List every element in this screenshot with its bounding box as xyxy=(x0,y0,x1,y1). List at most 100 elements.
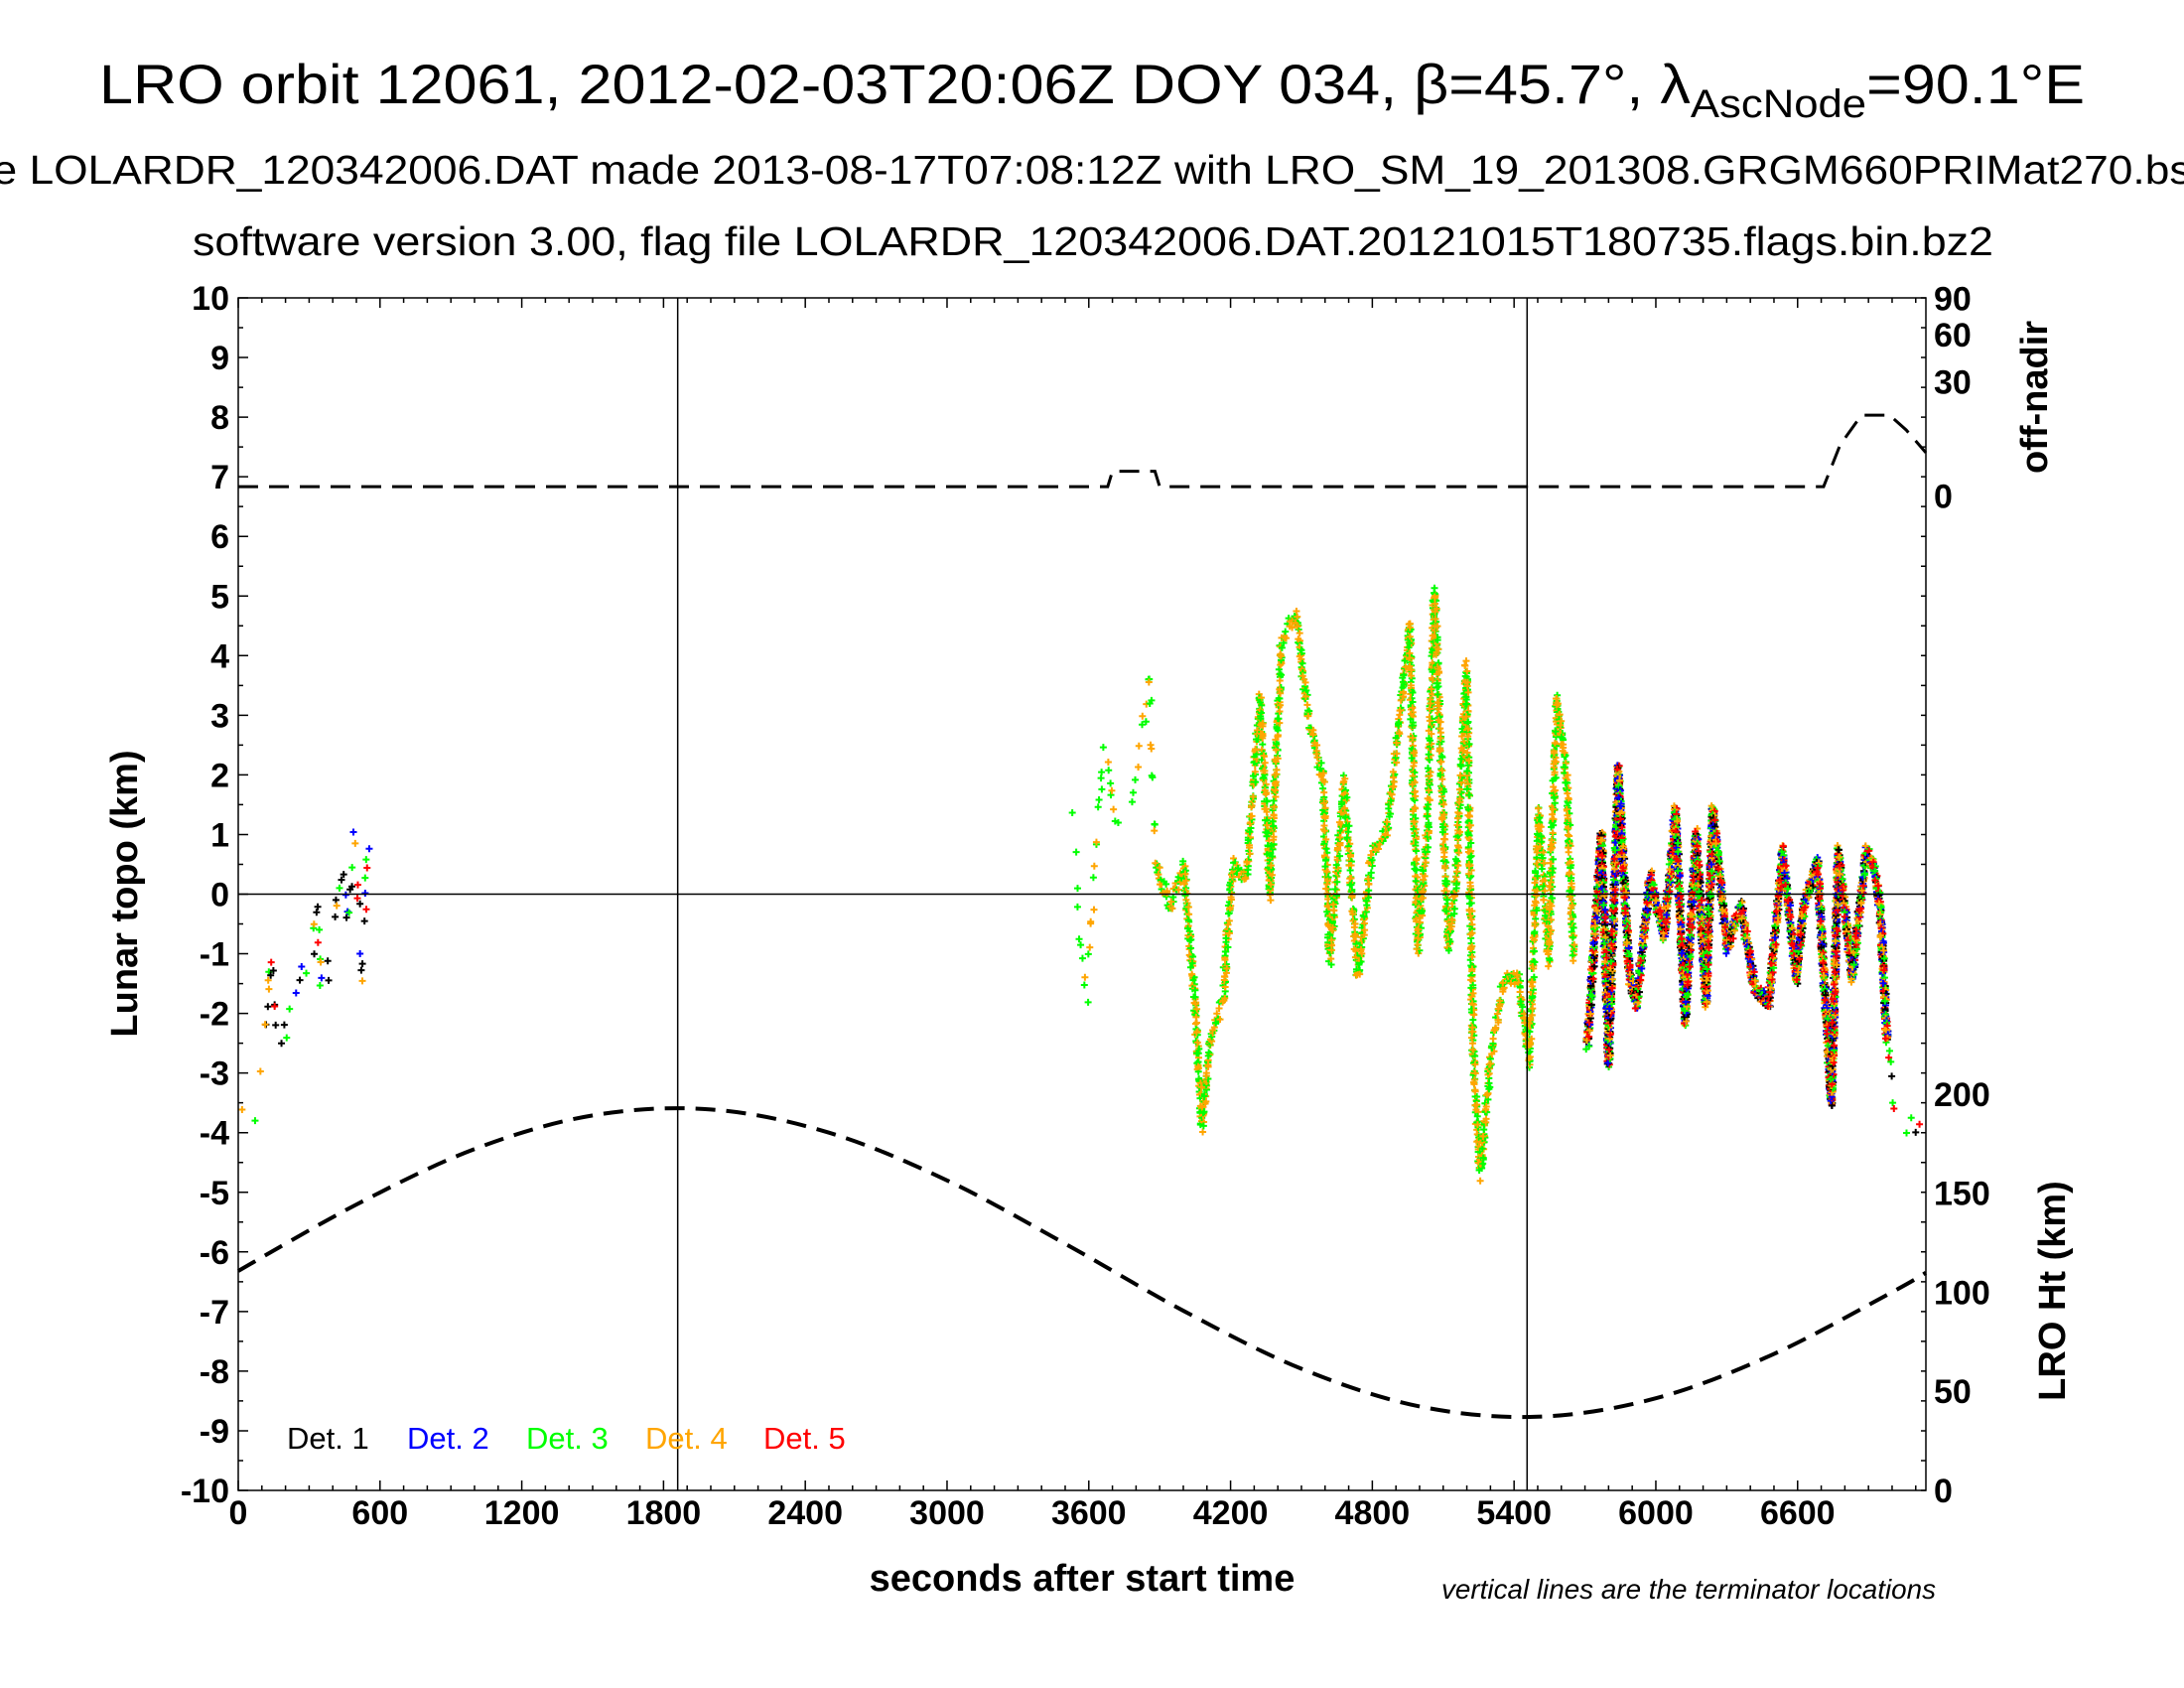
det-4-point xyxy=(1202,1072,1210,1080)
det-3-point xyxy=(1095,795,1103,803)
det-3-point xyxy=(1244,836,1252,844)
x-tick-label: 4200 xyxy=(1193,1494,1269,1532)
det-4-point xyxy=(1289,624,1297,632)
det-1-point xyxy=(348,883,356,891)
det-3-point xyxy=(1194,1050,1202,1057)
det-3-point xyxy=(1222,934,1230,942)
det-4-point xyxy=(1135,763,1143,771)
det-4-point xyxy=(1220,976,1228,984)
det-1-point xyxy=(267,971,275,979)
det-4-point xyxy=(238,1105,246,1113)
y-tick-label: -9 xyxy=(200,1413,229,1451)
det-4-point xyxy=(1263,805,1271,813)
det-4-point xyxy=(1213,1010,1221,1018)
det-4-point xyxy=(1167,898,1175,906)
det-4-point xyxy=(1241,874,1249,882)
det-4-point xyxy=(1263,789,1271,797)
det-3-point xyxy=(286,1005,294,1013)
off-nadir-tick-label: 30 xyxy=(1934,363,1972,401)
det-3-point xyxy=(1099,744,1107,752)
det-4-point xyxy=(1243,859,1251,867)
height-tick-label: 150 xyxy=(1934,1176,1990,1213)
y-tick-label: 6 xyxy=(210,518,229,556)
det-3-point xyxy=(1151,820,1159,828)
det-4-point xyxy=(1193,1019,1201,1027)
x-tick-label: 6000 xyxy=(1618,1494,1694,1532)
title-end: =90.1°E xyxy=(1866,53,2085,115)
det-3-point xyxy=(1078,954,1086,962)
det-4-point xyxy=(1276,676,1284,684)
det-4-point xyxy=(1145,678,1153,686)
det-4-point xyxy=(1252,745,1260,753)
det-4-point xyxy=(1320,777,1328,785)
x-tick-label: 6600 xyxy=(1760,1494,1836,1532)
y-tick-label: -5 xyxy=(200,1175,229,1212)
det-3-point xyxy=(1269,817,1277,825)
x-tick-label: 0 xyxy=(229,1494,248,1532)
title-main: LRO orbit 12061, 2012-02-03T20:06Z DOY 0… xyxy=(99,53,1691,115)
det-4-point xyxy=(1180,880,1188,888)
det-4-point xyxy=(1257,694,1265,702)
det-3-point xyxy=(1249,772,1257,779)
det-4-point xyxy=(256,1067,264,1075)
det-3-point xyxy=(1260,774,1268,781)
det-3-point xyxy=(316,981,324,989)
det-3-point xyxy=(1200,1092,1208,1100)
det-4-point xyxy=(1462,657,1470,665)
det-4-point xyxy=(1191,1000,1199,1008)
det-3-point xyxy=(1094,803,1102,811)
det-4-point xyxy=(1260,752,1268,760)
axis-ticks: 0 600 1200 1800 2400 3000 3600 4200 4800 5400 6000… xyxy=(181,280,1990,1532)
det-4-point xyxy=(1298,672,1306,680)
det-4-point xyxy=(1210,1024,1218,1032)
det-4-point xyxy=(1261,759,1269,767)
y-tick-label: -7 xyxy=(200,1294,229,1332)
det-4-point xyxy=(1295,635,1302,643)
det-3-point xyxy=(303,969,311,977)
det-4-point xyxy=(1249,793,1257,801)
det-2-point xyxy=(361,890,369,898)
det-4-point xyxy=(1266,869,1274,877)
det-4-point xyxy=(1489,1035,1497,1043)
det-4-point xyxy=(1283,634,1291,642)
det-5-point xyxy=(314,938,322,946)
det-1-point xyxy=(325,976,333,984)
x-tick-label: 1200 xyxy=(484,1494,560,1532)
det-2-point xyxy=(298,963,306,971)
height-tick-label: 200 xyxy=(1934,1076,1990,1114)
det-4-point xyxy=(358,977,366,985)
det-3-point xyxy=(362,856,370,864)
det-1-point xyxy=(264,1003,272,1011)
det-4-point xyxy=(1270,836,1278,844)
subtitle-file-line: e LOLARDR_120342006.DAT made 2013-08-17T… xyxy=(0,147,2184,193)
det-3-point xyxy=(1199,1122,1207,1130)
det-3-point xyxy=(265,968,273,976)
det-4-point xyxy=(1192,1029,1200,1037)
det-3-point xyxy=(1256,698,1264,706)
det-3-point xyxy=(1269,852,1277,860)
det-4-point xyxy=(1216,1016,1224,1024)
chart-title: LRO orbit 12061, 2012-02-03T20:06Z DOY 0… xyxy=(99,53,2085,126)
det-3-point xyxy=(1186,936,1194,944)
det-4-point xyxy=(1247,812,1255,820)
det-4-point xyxy=(1276,685,1284,693)
det-4-point xyxy=(1258,746,1266,754)
det-4-point xyxy=(1296,630,1303,637)
det-4-point xyxy=(1221,994,1229,1002)
det-4-point xyxy=(1104,759,1112,767)
det-4-point xyxy=(1540,896,1548,904)
det-4-point xyxy=(1294,613,1301,621)
x-tick-label: 3000 xyxy=(909,1494,985,1532)
det-4-point xyxy=(1297,655,1305,663)
topo-points xyxy=(238,584,1924,1185)
det-4-point xyxy=(317,958,325,966)
det-1-point xyxy=(338,876,345,884)
det-4-point xyxy=(1267,881,1275,889)
det-4-point xyxy=(1168,905,1176,913)
det-3-point xyxy=(1129,788,1137,796)
det-3-point xyxy=(1298,659,1306,667)
det-3-point xyxy=(1319,784,1327,792)
det-3-point xyxy=(1278,643,1286,651)
det-3-point xyxy=(1068,808,1076,816)
det-1-point xyxy=(314,903,322,911)
